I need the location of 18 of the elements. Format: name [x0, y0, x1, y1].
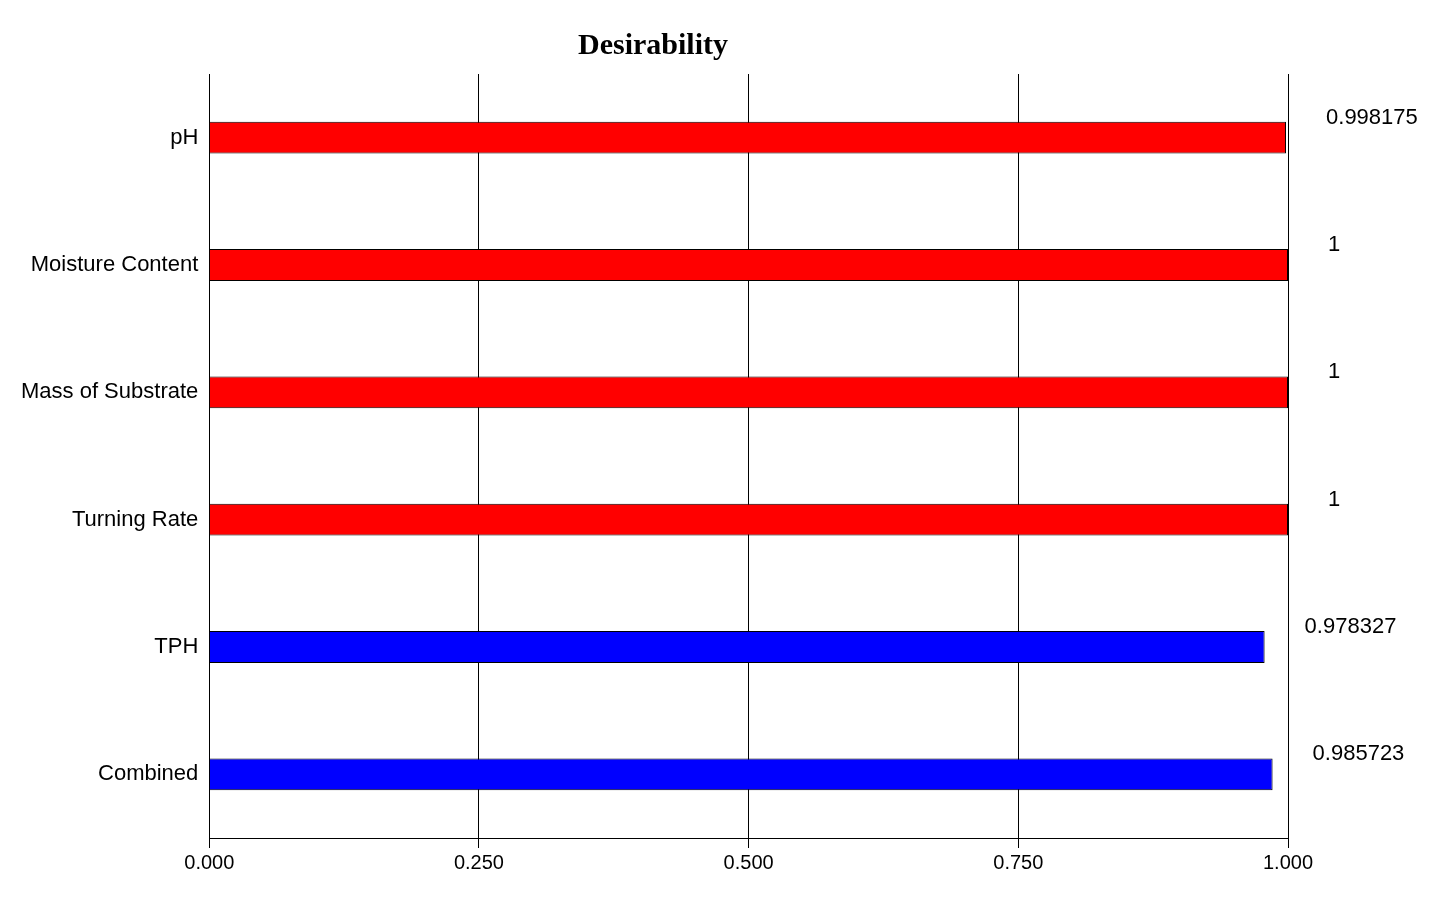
data-label: 1: [1328, 231, 1341, 257]
data-label: 0.985723: [1312, 740, 1405, 766]
y-tick-label: Mass of Substrate: [20, 378, 199, 404]
x-tick-label: 1.000: [1262, 850, 1314, 873]
x-tick-label: 0.000: [184, 850, 235, 873]
data-label: 0.978327: [1304, 613, 1397, 639]
chart-title: Desirability: [578, 26, 728, 60]
data-label: 1: [1328, 358, 1341, 384]
x-tick-label: 0.250: [453, 850, 505, 873]
data-label: 0.998175: [1326, 103, 1418, 129]
data-label: 1: [1328, 485, 1341, 511]
y-tick-label: pH: [170, 123, 199, 149]
y-tick-label: Turning Rate: [71, 505, 199, 531]
x-tick-label: 0.750: [993, 850, 1044, 873]
x-tick-label: 0.500: [723, 850, 774, 873]
y-tick-label: Combined: [98, 760, 199, 786]
y-tick-label: Moisture Content: [30, 251, 199, 277]
y-tick-label: TPH: [154, 633, 199, 659]
